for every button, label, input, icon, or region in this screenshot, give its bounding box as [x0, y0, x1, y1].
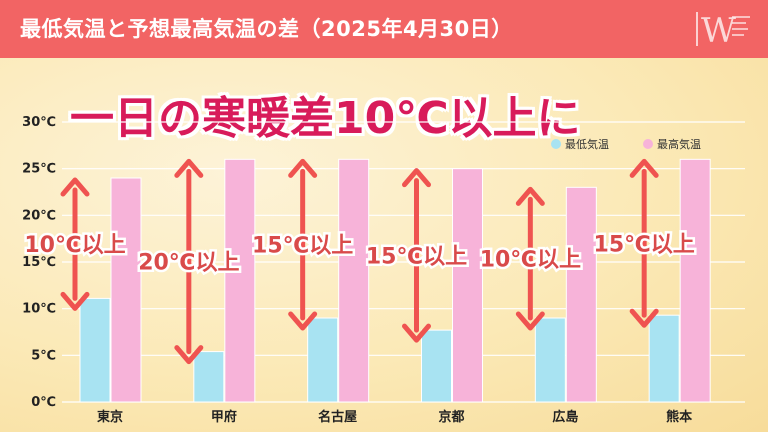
y-tick-label: 5℃ [31, 348, 56, 363]
bar-max-temp [224, 158, 256, 403]
logo-letter: W [701, 11, 736, 51]
bar-max-temp [565, 186, 597, 403]
y-tick-label: 10℃ [22, 302, 56, 317]
difference-label: 10℃以上 [480, 248, 581, 273]
difference-label: 20℃以上 [138, 250, 239, 275]
difference-label: 10℃以上 [24, 233, 125, 258]
bar-min-temp [193, 351, 225, 403]
difference-arrow [629, 158, 659, 328]
x-tick-label: 京都 [438, 409, 464, 425]
difference-arrow [60, 177, 90, 311]
difference-label: 15℃以上 [252, 234, 353, 259]
legend-label: 最低気温 [565, 137, 609, 151]
difference-arrow [402, 168, 431, 343]
bar-min-temp [307, 317, 339, 403]
bar-min-temp [421, 329, 452, 403]
legend-swatch [551, 139, 561, 149]
y-tick-label: 0℃ [31, 395, 56, 410]
legend-swatch [643, 139, 653, 149]
bar-max-temp [452, 168, 483, 403]
difference-arrow [174, 158, 204, 365]
page-title: 最低気温と予想最高気温の差（2025年4月30日） [20, 17, 513, 41]
y-tick-label: 20℃ [22, 208, 56, 223]
x-tick-label: 東京 [97, 409, 123, 425]
y-tick-label: 15℃ [22, 255, 56, 270]
difference-arrow [288, 158, 318, 331]
legend-label: 最高気温 [657, 137, 701, 151]
headline: 一日の寒暖差10℃以上に [70, 93, 581, 144]
legend: 最低気温 最高気温 [551, 137, 701, 151]
y-tick-label: 30℃ [22, 115, 56, 130]
bar-min-temp [648, 314, 680, 403]
grid-layer: 0℃ 5℃ 10℃ 15℃ 20℃ 25℃ 30℃ [22, 115, 745, 410]
bar-max-temp [338, 158, 370, 403]
weathernews-logo-icon: W [696, 11, 750, 51]
bar-min-temp [79, 297, 111, 403]
x-tick-label: 熊本 [666, 409, 692, 425]
x-tick-label: 名古屋 [318, 409, 357, 425]
bar-max-temp [679, 158, 711, 403]
x-tick-label: 広島 [552, 409, 578, 425]
header-bar: 最低気温と予想最高気温の差（2025年4月30日） [0, 0, 768, 58]
difference-arrow [515, 186, 545, 331]
y-tick-label: 25℃ [22, 162, 56, 177]
bar-min-temp [534, 317, 566, 403]
arrow-layer [60, 158, 659, 365]
bar-max-temp [110, 177, 142, 403]
difference-label: 15℃以上 [594, 232, 695, 257]
bar-layer [79, 158, 711, 403]
difference-label: 15℃以上 [366, 244, 467, 269]
x-tick-label: 甲府 [211, 409, 237, 425]
